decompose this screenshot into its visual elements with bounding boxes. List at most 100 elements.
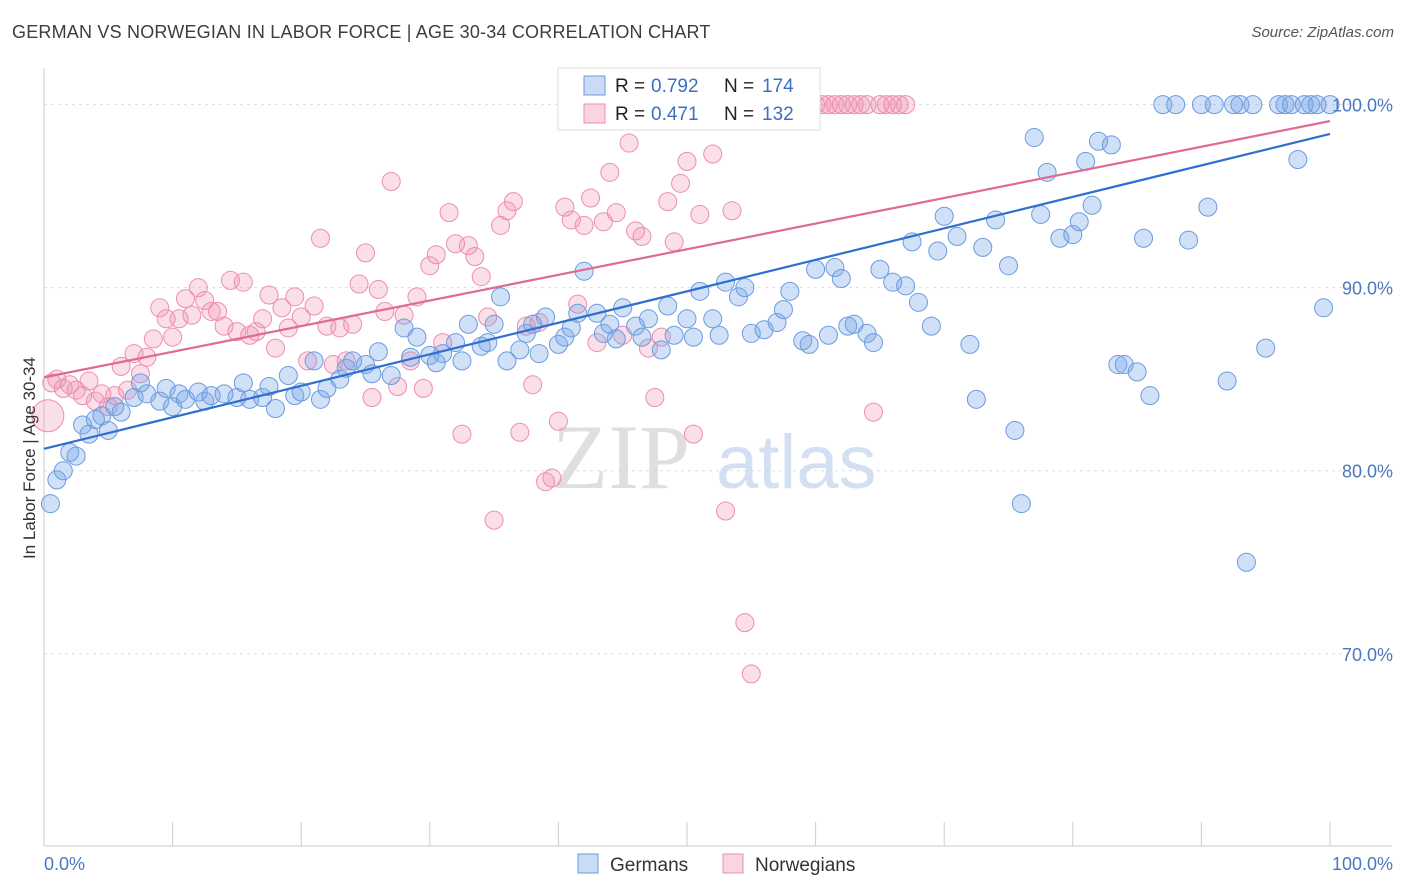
german-point <box>1108 355 1128 375</box>
norwegian-point <box>265 338 285 358</box>
german-point <box>1243 95 1263 115</box>
norwegian-point <box>574 215 594 235</box>
norwegian-point <box>889 95 909 115</box>
german-point <box>156 378 176 398</box>
german-point <box>857 323 877 343</box>
german-point <box>896 276 916 296</box>
norwegian-point <box>356 243 375 263</box>
germans-n-value: 174 <box>762 76 794 97</box>
german-point <box>658 296 678 316</box>
german-point <box>883 272 903 292</box>
norwegian-point <box>227 322 247 342</box>
german-point <box>677 309 697 329</box>
german-point <box>47 470 67 490</box>
norwegian-point <box>336 351 356 371</box>
norwegian-point <box>201 301 221 321</box>
german-point <box>111 402 131 422</box>
norwegian-point <box>703 144 723 164</box>
y-tick-label: 90.0% <box>1342 279 1393 299</box>
german-point <box>773 300 793 320</box>
norwegian-point <box>484 510 504 530</box>
germans-n-label: N = <box>724 76 754 97</box>
german-point <box>529 344 549 364</box>
german-point <box>555 327 575 347</box>
german-point <box>105 397 125 417</box>
german-point <box>73 415 93 435</box>
norwegian-point <box>497 201 517 221</box>
norwegian-point <box>863 402 883 422</box>
german-point <box>381 366 401 386</box>
trend-lines <box>43 120 1331 450</box>
norwegian-point <box>298 351 318 371</box>
y-tick-label: 100.0% <box>1332 96 1393 116</box>
german-point <box>259 377 279 397</box>
german-point <box>310 389 330 409</box>
german-point <box>1069 212 1089 232</box>
german-point <box>1179 230 1199 250</box>
norwegians-r-label: R = <box>615 104 645 125</box>
norwegian-point <box>851 95 871 115</box>
germans-trend-line <box>43 132 1331 450</box>
series-legend: Germans Norwegians <box>577 853 855 876</box>
legend-germans-label[interactable]: Germans <box>610 855 688 876</box>
german-point <box>741 323 761 343</box>
norwegian-point <box>600 162 620 182</box>
german-point <box>548 334 568 354</box>
norwegian-point <box>349 274 369 294</box>
german-point <box>780 281 800 301</box>
german-point <box>838 316 858 336</box>
norwegian-point <box>388 377 408 397</box>
german-point <box>1134 228 1154 248</box>
norwegian-point <box>310 228 330 248</box>
norwegian-point <box>683 424 703 444</box>
german-point <box>304 351 324 371</box>
german-point <box>703 309 723 329</box>
x-tick-label-max: 100.0% <box>1332 854 1393 874</box>
norwegian-point <box>510 422 530 442</box>
norwegian-point <box>362 388 382 408</box>
norwegian-point <box>253 309 273 329</box>
german-point <box>960 334 980 354</box>
german-point <box>1140 386 1160 406</box>
germans-swatch <box>583 75 606 96</box>
norwegian-point <box>593 212 613 232</box>
norwegian-point <box>195 290 215 310</box>
norwegian-point <box>259 285 279 305</box>
german-point <box>947 226 967 246</box>
norwegian-point <box>66 380 86 400</box>
german-point <box>1082 195 1102 215</box>
norwegian-point <box>896 95 916 115</box>
norwegian-point <box>169 309 189 329</box>
watermark-zip: ZIP <box>552 406 690 508</box>
norwegian-point <box>632 226 652 246</box>
german-point <box>458 314 478 334</box>
german-point <box>1101 135 1121 155</box>
norwegians-r-value: 0.471 <box>651 104 699 125</box>
norwegian-point <box>381 171 401 191</box>
norwegian-point <box>581 188 601 208</box>
german-point <box>683 327 703 347</box>
norwegian-point <box>561 210 581 230</box>
german-point <box>921 316 941 336</box>
german-point <box>452 351 472 371</box>
norwegian-point <box>143 329 163 349</box>
german-point <box>169 384 189 404</box>
norwegian-point <box>542 468 562 488</box>
norwegian-point <box>735 613 755 633</box>
german-point <box>1011 494 1031 514</box>
german-point <box>1005 420 1025 440</box>
legend-norwegians-label[interactable]: Norwegians <box>755 855 855 876</box>
y-tick-label: 70.0% <box>1342 645 1393 665</box>
norwegian-point <box>664 232 684 252</box>
german-point <box>973 237 993 257</box>
legend-germans-swatch[interactable] <box>577 853 599 874</box>
norwegian-point <box>741 664 761 684</box>
norwegian-point <box>471 267 491 287</box>
norwegian-point <box>587 333 607 353</box>
norwegian-point <box>420 256 440 276</box>
y-tick-label: 80.0% <box>1342 462 1393 482</box>
legend-norwegians-swatch[interactable] <box>722 853 744 874</box>
norwegian-point <box>690 204 710 224</box>
norwegian-point <box>439 203 459 223</box>
